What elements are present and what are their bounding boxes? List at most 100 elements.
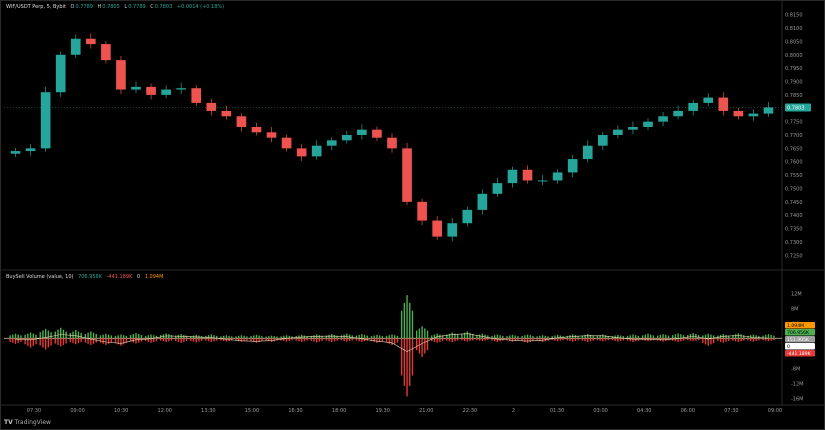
sell-volume-bar <box>385 338 388 343</box>
buy-volume-bar <box>541 335 544 339</box>
buy-volume-bar <box>547 336 549 339</box>
sell-volume-bar <box>740 338 742 342</box>
volume-value-tag-label: -441.189K <box>787 351 812 357</box>
buy-volume-bar <box>472 333 474 339</box>
buy-volume-bar <box>532 335 534 339</box>
buy-volume-bar <box>554 335 556 339</box>
sell-volume-bar <box>671 338 674 341</box>
buy-volume-bar <box>190 336 192 339</box>
sell-volume-bar <box>190 338 192 341</box>
tradingview-logo[interactable]: TV TradingView <box>4 419 51 426</box>
sell-volume-bar <box>607 338 609 341</box>
buy-volume-bar <box>35 334 37 339</box>
candle <box>733 110 744 117</box>
time-tick-label: 07:30 <box>724 408 738 414</box>
indicator-name[interactable]: BuySell Volume (value, 10) <box>6 274 74 280</box>
sell-volume-bar <box>469 338 471 342</box>
buy-volume-bar <box>478 334 481 339</box>
buy-volume-bar <box>20 335 22 339</box>
volume-tick-label: 12M <box>791 291 802 297</box>
sell-volume-bar <box>162 338 165 342</box>
sell-volume-bar <box>737 338 740 342</box>
volume-value-tag <box>785 336 815 343</box>
sell-volume-bar <box>35 338 37 345</box>
sell-volume-bar <box>599 338 601 341</box>
sell-volume-bar <box>396 338 399 343</box>
sell-volume-bar <box>752 338 755 342</box>
buy-volume-bar <box>436 333 438 339</box>
sell-volume-bar <box>150 338 152 343</box>
sell-volume-bar <box>773 338 775 341</box>
sell-volume-bar <box>381 338 384 342</box>
candle <box>748 113 759 117</box>
buy-volume-bar <box>288 335 290 339</box>
sell-volume-bar <box>734 338 737 342</box>
buy-volume-bar <box>521 335 523 339</box>
sell-volume-bar <box>80 338 82 343</box>
volume-value-tag <box>785 343 815 350</box>
buy-volume-bar <box>246 336 248 339</box>
buy-volume-bar <box>689 333 692 339</box>
sell-volume-bar <box>243 338 245 342</box>
sell-volume-bar <box>283 338 285 342</box>
buy-volume-bar <box>376 334 378 339</box>
indicator-net-value: 1.094M <box>144 274 164 280</box>
buy-volume-bar <box>276 336 278 339</box>
buy-volume-bar <box>261 336 263 339</box>
sell-volume-bar <box>358 338 360 342</box>
sell-volume-bar <box>767 338 770 342</box>
candle <box>718 97 729 111</box>
buy-volume-bar <box>358 334 360 339</box>
buy-volume-bar <box>421 326 423 339</box>
sell-volume-bar <box>99 338 102 343</box>
volume-tick-label: 8M <box>791 306 799 312</box>
sell-volume-bar <box>406 338 408 397</box>
sell-volume-bar <box>62 338 65 346</box>
sell-volume-bar <box>637 338 640 341</box>
sell-volume-bar <box>481 338 484 342</box>
sell-volume-bar <box>466 338 468 342</box>
sell-volume-bar <box>448 338 451 342</box>
sell-volume-bar <box>238 338 240 342</box>
buy-volume-bar <box>207 335 210 339</box>
time-tick-label: 07:30 <box>27 408 41 414</box>
buy-volume-bar <box>403 302 406 339</box>
buy-volume-bar <box>539 335 541 339</box>
sell-volume-bar <box>77 338 80 344</box>
sell-volume-bar <box>647 338 649 342</box>
buy-volume-bar <box>556 334 559 339</box>
sell-volume-bar <box>400 338 403 376</box>
sell-volume-bar <box>373 338 375 342</box>
sell-volume-bar <box>394 338 396 344</box>
sell-volume-bar <box>300 338 303 342</box>
buy-volume-bar <box>177 334 180 339</box>
candle <box>236 116 247 127</box>
sell-volume-bar <box>24 338 26 345</box>
sell-volume-bar <box>494 338 496 342</box>
sell-volume-bar <box>213 338 215 342</box>
sell-volume-bar <box>496 338 499 342</box>
buy-volume-bar <box>773 335 775 339</box>
net-volume-line <box>15 333 769 352</box>
close-value: 0.7803 <box>154 4 173 10</box>
sell-volume-bar <box>587 338 589 342</box>
buy-volume-bar <box>509 335 511 339</box>
symbol-label[interactable]: WIF/USDT Perp, 5, Bybit <box>6 4 66 10</box>
time-tick-label: 21:00 <box>419 408 433 414</box>
open-label: O <box>70 4 75 10</box>
candle <box>146 86 156 95</box>
candle <box>161 89 171 95</box>
candle <box>296 148 307 157</box>
buy-volume-bar <box>667 335 670 339</box>
sell-volume-bar <box>210 338 212 342</box>
indicator-buy-value: 706.956K <box>78 274 103 280</box>
sell-volume-bar <box>102 338 104 344</box>
sell-volume-bar <box>695 338 697 341</box>
sell-volume-bar <box>180 338 182 343</box>
candle <box>70 38 81 55</box>
candle <box>281 137 292 149</box>
buy-volume-bar <box>406 295 408 339</box>
sell-volume-bar <box>388 338 390 344</box>
buy-volume-bar <box>466 331 468 339</box>
